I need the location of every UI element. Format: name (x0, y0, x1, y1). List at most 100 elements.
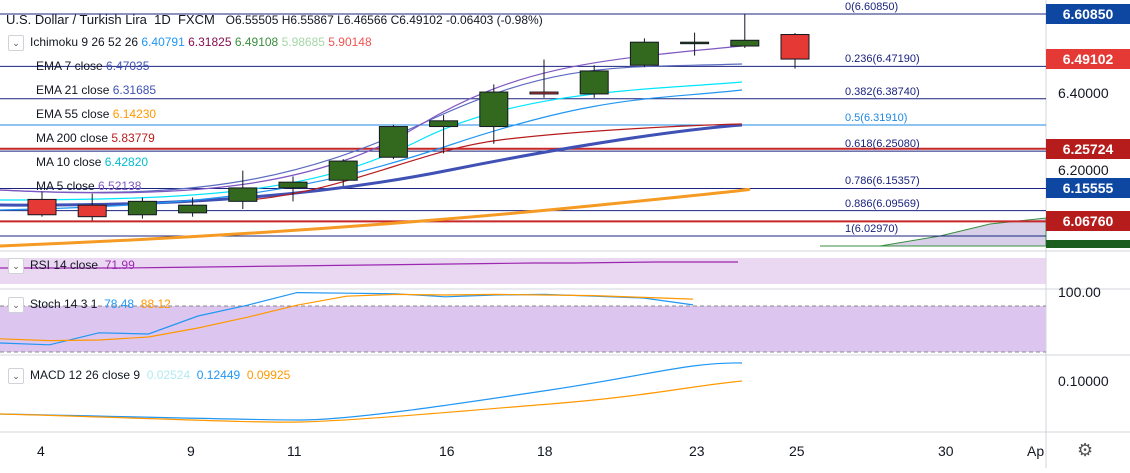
close-label: C (390, 13, 400, 27)
symbol-name: U.S. Dollar / Turkish Lira (6, 12, 147, 27)
indicator-row[interactable]: EMA 55 close 6.14230 (36, 106, 156, 122)
candle-body (429, 120, 459, 128)
fib-level-label: 0(6.60850) (845, 1, 899, 13)
candle-body (278, 181, 308, 189)
indicator-row[interactable]: EMA 7 close 6.47035 (36, 58, 149, 74)
data-source: FXCM (177, 12, 215, 27)
date-tick: 23 (689, 443, 705, 459)
price-tick: 6.40000 (1058, 84, 1109, 101)
price-tag: 6.60850 (1046, 4, 1130, 24)
rsi-value: 71.99 (104, 258, 135, 272)
macd-line (0, 362, 743, 421)
price-tag: 6.49102 (1046, 49, 1130, 70)
settings-gear-icon[interactable]: ⚙ (1077, 440, 1094, 460)
indicator-name: MA 200 close (36, 131, 112, 145)
change-value: -0.06403 (-0.98%) (445, 13, 543, 27)
indicator-name: MA 10 close (36, 155, 105, 169)
high-value: 6.55867 (290, 13, 334, 27)
macd-name: MACD 12 26 close 9 (30, 368, 141, 382)
chevron-down-icon[interactable]: ⌄ (8, 296, 24, 313)
indicator-row[interactable]: MA 200 close 5.83779 (36, 130, 155, 146)
indicator-name: EMA 21 close (36, 83, 113, 97)
high-label: H (281, 13, 291, 27)
fib-level-label: 1(6.02970) (845, 222, 899, 235)
interval: 1D (154, 12, 171, 27)
fib-level-label: 0.618(6.25080) (845, 138, 920, 151)
indicator-name: Ichimoku 9 26 52 26 (30, 35, 142, 49)
indicator-value: 6.49108 (234, 35, 282, 49)
open-value: 6.55505 (235, 13, 279, 27)
indicator-value: 5.83779 (111, 131, 155, 145)
indicator-row[interactable]: ⌄ Ichimoku 9 26 52 26 6.40791 6.31825 6.4… (8, 34, 372, 51)
candle-body (77, 204, 107, 218)
candle-body (629, 41, 659, 66)
candle-body (529, 91, 559, 95)
stoch-axis-label: 100.00 (1058, 284, 1101, 300)
date-tick: 4 (37, 443, 45, 459)
chevron-down-icon[interactable]: ⌄ (8, 34, 24, 51)
chevron-down-icon[interactable]: ⌄ (8, 257, 24, 274)
ma10-line (0, 81, 743, 201)
indicator-name: MA 5 close (36, 179, 99, 193)
ichimoku-tag (1046, 240, 1130, 248)
stoch-d-value: 88.12 (140, 297, 171, 311)
stoch-k-value: 78.48 (104, 297, 135, 311)
candle-body (730, 39, 760, 47)
indicator-value: 6.47035 (106, 59, 150, 73)
macd-signal-value: 0.09925 (246, 368, 291, 382)
macd-signal-line (0, 380, 743, 423)
ma5-line (0, 45, 743, 194)
candle-body (178, 204, 208, 214)
price-tag: 6.15555 (1046, 177, 1130, 198)
indicator-value: 5.98685 (281, 35, 329, 49)
macd-value: 0.12449 (196, 368, 241, 382)
indicator-row[interactable]: EMA 21 close 6.31685 (36, 82, 156, 98)
low-label: L (337, 13, 344, 27)
candle-body (27, 198, 57, 216)
ohlc-values: O6.55505 H6.55867 L6.46566 C6.49102 -0.0… (226, 13, 543, 27)
date-tick: 16 (439, 443, 455, 459)
fib-level-label: 0.786(6.15357) (845, 175, 920, 188)
stoch-band (0, 306, 1046, 352)
close-value: 6.49102 (399, 13, 443, 27)
candle-body (579, 70, 609, 95)
candle-body (680, 41, 710, 45)
candle-body (378, 126, 408, 158)
date-tick: 30 (938, 443, 954, 459)
rsi-line (0, 261, 738, 269)
candle-body (328, 160, 358, 181)
chevron-down-icon[interactable]: ⌄ (8, 367, 24, 384)
chart-background (0, 0, 1046, 468)
price-tick: 6.20000 (1058, 161, 1109, 178)
price-tag: 6.06760 (1046, 211, 1130, 232)
rsi-name: RSI 14 close (30, 258, 99, 272)
indicator-row[interactable]: MA 10 close 6.42820 (36, 154, 148, 170)
stoch-d-line (0, 293, 694, 342)
candle-body (127, 200, 157, 216)
ichimoku-lead-line (249, 123, 743, 201)
date-tick: 18 (537, 443, 553, 459)
rsi-band (0, 258, 1046, 284)
candle-body (780, 34, 810, 60)
candle-body (479, 91, 509, 128)
rsi-legend: ⌄ RSI 14 close 71.99 (8, 257, 135, 274)
date-tick: 9 (187, 443, 195, 459)
stoch-legend: ⌄ Stoch 14 3 1 78.48 88.12 (8, 296, 171, 313)
indicator-value: 6.14230 (112, 107, 157, 121)
date-tick: 25 (789, 443, 805, 459)
indicator-value: 6.31685 (112, 83, 157, 97)
indicator-name: EMA 55 close (36, 107, 113, 121)
indicator-value: 6.31825 (188, 35, 235, 49)
fib-level-label: 0.886(6.09569) (845, 197, 920, 210)
candle-body (228, 187, 258, 202)
indicator-value: 6.40791 (141, 35, 189, 49)
indicator-name: EMA 7 close (36, 59, 107, 73)
macd-legend: ⌄ MACD 12 26 close 9 0.02524 0.12449 0.09… (8, 367, 290, 384)
indicator-value: 6.42820 (104, 155, 149, 169)
fib-level-label: 0.236(6.47190) (845, 53, 920, 66)
fib-level-label: 0.5(6.31910) (845, 111, 908, 124)
stoch-name: Stoch 14 3 1 (30, 297, 98, 311)
indicator-row[interactable]: MA 5 close 6.52138 (36, 178, 141, 194)
